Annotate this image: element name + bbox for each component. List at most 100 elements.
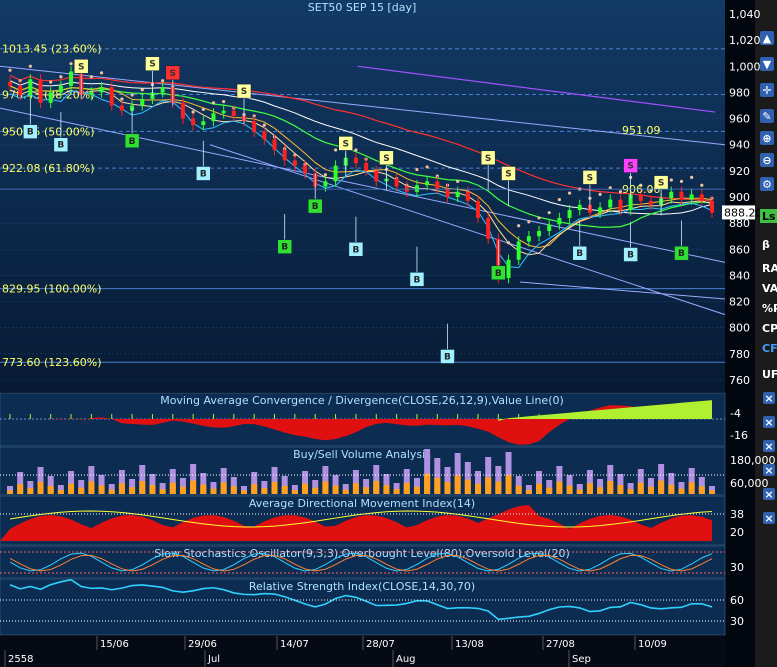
volume-bar-sell	[261, 481, 268, 494]
price-tick-label: 940	[729, 139, 750, 152]
volume-bar-sell	[424, 449, 431, 494]
pane-close-icon[interactable]	[763, 416, 775, 428]
volume-bar-sell	[179, 478, 186, 494]
buy-signal	[491, 265, 506, 281]
candle-body	[465, 191, 470, 201]
settings-icon[interactable]	[760, 177, 774, 191]
fib-label: 773.60 (123.60%)	[2, 356, 102, 369]
sar-dot	[8, 68, 12, 72]
volume-bar-sell	[464, 462, 471, 494]
toolbar-label-β[interactable]: β	[762, 238, 770, 251]
arrow-up-icon[interactable]	[760, 31, 774, 45]
volume-bar-sell	[57, 485, 64, 494]
volume-bar-buy	[118, 483, 125, 494]
volume-bar-sell	[332, 475, 339, 494]
sell-signal	[480, 150, 496, 166]
volume-bar-buy	[566, 485, 573, 494]
signal-label: B	[281, 243, 288, 253]
date-label: 27/08	[546, 639, 575, 650]
signal-label: S	[627, 162, 633, 172]
volume-bar-buy	[373, 480, 380, 494]
toolbar-label-va[interactable]: VA	[762, 282, 777, 295]
macd-tick: -4	[730, 407, 741, 420]
arrow-down-icon[interactable]	[760, 57, 774, 71]
candle-body	[180, 102, 185, 119]
pencil-icon[interactable]	[760, 109, 774, 123]
buy-signal	[409, 272, 425, 287]
volume-bar-buy	[17, 484, 24, 494]
indicator-title: Buy/Sell Volume Analysis	[293, 448, 431, 461]
volume-bar-sell	[434, 458, 441, 494]
buy-signal	[277, 239, 292, 254]
toolbar-label-%p[interactable]: %P	[762, 302, 777, 315]
volume-bar-buy	[658, 480, 665, 494]
crosshair-icon[interactable]	[760, 83, 774, 97]
volume-bar-sell	[556, 466, 563, 494]
adx-tick: 38	[730, 508, 744, 521]
volume-bar-buy	[169, 482, 176, 494]
sar-dot	[517, 224, 521, 228]
volume-bar-buy	[637, 482, 644, 494]
price-tick-label: 820	[729, 296, 750, 309]
volume-bar-buy	[251, 484, 258, 494]
candle-body	[58, 85, 63, 93]
sar-dot	[456, 179, 460, 183]
pane-close-icon[interactable]	[763, 392, 775, 404]
volume-bar-buy	[617, 485, 624, 494]
volume-bar-sell	[352, 470, 359, 494]
candle-body	[211, 113, 216, 122]
volume-bar-sell	[230, 477, 237, 494]
sar-dot	[415, 167, 419, 172]
volume-bar-sell	[210, 482, 217, 494]
price-axis-bg	[725, 0, 755, 667]
sar-dot	[69, 62, 73, 66]
candle-body	[557, 217, 562, 225]
pane-close-icon[interactable]	[763, 512, 775, 524]
zoom-out-icon[interactable]	[760, 153, 774, 167]
candle-body	[455, 191, 460, 197]
candle-body	[89, 92, 94, 96]
signal-label: S	[658, 179, 664, 189]
toolbar-label-cp[interactable]: CP	[762, 322, 777, 335]
volume-bar-buy	[241, 490, 247, 494]
sar-dot	[679, 179, 684, 183]
volume-bar-sell	[129, 479, 136, 494]
candle-body	[292, 160, 297, 166]
volume-bar-buy	[597, 487, 604, 494]
toolbar-label-uf[interactable]: UF	[762, 368, 777, 381]
candle-body	[679, 191, 684, 200]
volume-bar-buy	[139, 480, 146, 494]
volume-bar-buy	[556, 481, 563, 494]
toolbar-label-ra[interactable]: RA	[762, 262, 777, 275]
candle-body	[598, 207, 603, 213]
volume-bar-sell	[88, 466, 95, 494]
volume-bar-sell	[251, 472, 258, 494]
volume-tick: 180,000	[730, 454, 776, 467]
buy-signal	[53, 137, 69, 152]
volume-bar-buy	[393, 489, 400, 494]
candle-body	[638, 194, 643, 201]
ls-button[interactable]	[760, 209, 777, 223]
sar-dot	[669, 178, 673, 182]
arrow-down-icon-glyph: ▼	[763, 58, 772, 71]
fib-label: 950.25 (50.00%)	[2, 125, 95, 138]
toolbar-label-cf[interactable]: CF	[762, 342, 777, 355]
pane-close-icon[interactable]	[763, 488, 775, 500]
volume-bar-sell	[68, 471, 75, 494]
sar-dot	[89, 75, 93, 79]
volume-bar-sell	[169, 469, 176, 494]
candle-body	[333, 165, 338, 182]
signal-label: B	[414, 275, 421, 285]
pane-close-icon[interactable]	[763, 440, 775, 452]
candle-body	[69, 71, 74, 86]
pane-close-icon[interactable]	[763, 464, 775, 476]
volume-bar-buy	[159, 489, 166, 494]
volume-bar-sell	[617, 474, 624, 494]
fib-label: 829.95 (100.00%)	[2, 283, 102, 296]
buy-signal	[307, 198, 323, 214]
volume-bar-sell	[78, 480, 85, 494]
zoom-out-icon-glyph: ⊖	[762, 154, 771, 167]
zoom-in-icon[interactable]	[760, 131, 774, 145]
price-tick-label: 760	[729, 374, 750, 387]
